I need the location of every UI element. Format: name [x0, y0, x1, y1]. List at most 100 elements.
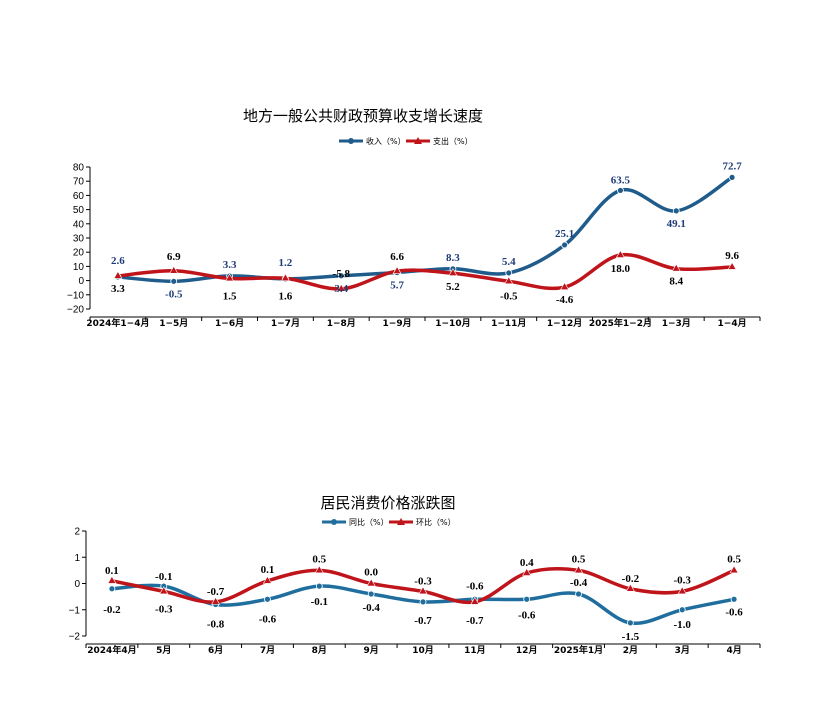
- x-tick-label: 1−8月: [327, 318, 356, 329]
- data-label: -0.6: [259, 613, 277, 625]
- data-label: 1.6: [279, 290, 293, 302]
- data-label: 72.7: [722, 160, 742, 172]
- data-label: -0.3: [674, 574, 692, 586]
- data-label: 0.0: [364, 567, 378, 579]
- data-label: -0.5: [500, 290, 518, 302]
- data-point: [505, 269, 513, 277]
- y-tick-label: 80: [73, 163, 85, 174]
- data-label: -0.1: [155, 571, 172, 583]
- data-label: 0.4: [520, 557, 534, 569]
- data-label: -0.7: [414, 615, 432, 627]
- data-label: 3.3: [111, 283, 125, 295]
- x-tick-label: 10月: [412, 645, 434, 656]
- data-point: [671, 263, 681, 272]
- data-point: [225, 273, 235, 282]
- data-label: 0.5: [572, 553, 586, 565]
- data-label: 8.3: [446, 252, 460, 264]
- data-point: [574, 565, 584, 574]
- data-point: [561, 241, 568, 249]
- data-label: 6.6: [390, 251, 404, 263]
- x-tick-label: 5月: [156, 645, 171, 656]
- data-label: -0.7: [466, 615, 484, 627]
- y-tick-label: 30: [73, 234, 85, 245]
- y-tick-label: −1: [69, 605, 81, 616]
- x-tick-label: 2025年1−2月: [589, 317, 652, 329]
- x-tick-label: 11月: [464, 645, 486, 656]
- legend-marker: [348, 138, 354, 144]
- y-tick-label: 2: [74, 527, 80, 538]
- data-label: 3.3: [223, 259, 237, 271]
- y-tick-label: −20: [67, 305, 84, 316]
- legend-marker: [397, 518, 405, 525]
- x-tick-label: 2025年1月: [554, 644, 603, 656]
- chart-title: 居民消费价格涨跌图: [320, 494, 455, 512]
- data-label: -5.8: [333, 268, 351, 280]
- data-label: -0.6: [518, 609, 536, 621]
- data-point: [728, 173, 736, 181]
- data-label: 25.1: [555, 228, 574, 240]
- data-label: 0.5: [312, 553, 326, 565]
- data-label: -0.6: [466, 580, 484, 592]
- data-point: [418, 586, 428, 595]
- x-tick-label: 8月: [312, 645, 327, 656]
- x-tick-label: 6月: [208, 645, 223, 656]
- data-point: [677, 586, 687, 595]
- data-label: 3.4: [334, 283, 348, 295]
- x-tick-label: 1−5月: [159, 318, 188, 329]
- data-point: [523, 595, 531, 603]
- x-tick-label: 2024年4月: [87, 644, 136, 656]
- data-label: -0.7: [207, 586, 225, 598]
- data-label: -0.1: [311, 596, 328, 608]
- data-point: [315, 582, 323, 590]
- x-tick-label: 9月: [364, 645, 379, 656]
- x-tick-label: 12月: [516, 645, 538, 656]
- x-tick-label: 1−10月: [435, 318, 470, 329]
- data-label-layer: 2.6 -0.5 3.3 1.2 3.4 5.7 8.3 5.4 25.1 63.5 49.1 72.…: [111, 160, 742, 306]
- legend-marker: [414, 137, 422, 144]
- legend-label: 环比（%）: [416, 517, 456, 527]
- data-label: 49.1: [667, 218, 686, 230]
- data-point: [575, 590, 582, 598]
- x-tick-label: 1−11月: [491, 318, 526, 329]
- data-label: 0.5: [727, 553, 741, 565]
- y-tick-label: 10: [73, 262, 85, 273]
- data-point: [672, 207, 680, 215]
- x-tick-label: 4月: [726, 645, 741, 656]
- data-point: [560, 282, 570, 290]
- series-layer: [107, 565, 739, 627]
- data-label: 1.2: [279, 257, 293, 269]
- data-label: 5.7: [390, 280, 404, 292]
- data-label: -0.8: [207, 619, 225, 631]
- y-tick-label: 40: [73, 219, 85, 230]
- data-point: [314, 565, 324, 574]
- data-label: -0.5: [165, 288, 183, 300]
- x-tick-label: 2月: [623, 645, 638, 656]
- legend: 收入（%） 支出（%）: [339, 136, 473, 146]
- legend-marker: [331, 519, 337, 525]
- data-point: [337, 272, 345, 280]
- data-point: [729, 565, 739, 574]
- x-tick-label: 1−4月: [718, 318, 747, 329]
- data-point: [470, 596, 480, 605]
- data-label: -0.4: [570, 577, 588, 589]
- data-point: [522, 567, 532, 576]
- data-label: 9.6: [725, 250, 739, 262]
- y-tick-label: −2: [69, 632, 81, 643]
- legend-label: 同比（%）: [349, 517, 389, 527]
- data-label: -0.6: [725, 606, 743, 618]
- data-point: [169, 265, 179, 274]
- data-point: [617, 187, 624, 194]
- data-point: [367, 590, 375, 598]
- data-point: [448, 268, 458, 277]
- data-point: [727, 261, 737, 270]
- y-tick-label: −10: [67, 290, 84, 301]
- data-point: [730, 595, 738, 603]
- data-label: -0.4: [362, 602, 380, 614]
- y-tick-label: 0: [78, 276, 84, 287]
- y-tick-label: 1: [74, 553, 80, 564]
- legend-label: 收入（%）: [366, 136, 406, 146]
- y-tick-label: 50: [73, 205, 85, 216]
- data-label: 1.5: [223, 290, 237, 302]
- data-label: -1.0: [674, 619, 692, 631]
- data-point: [336, 283, 346, 292]
